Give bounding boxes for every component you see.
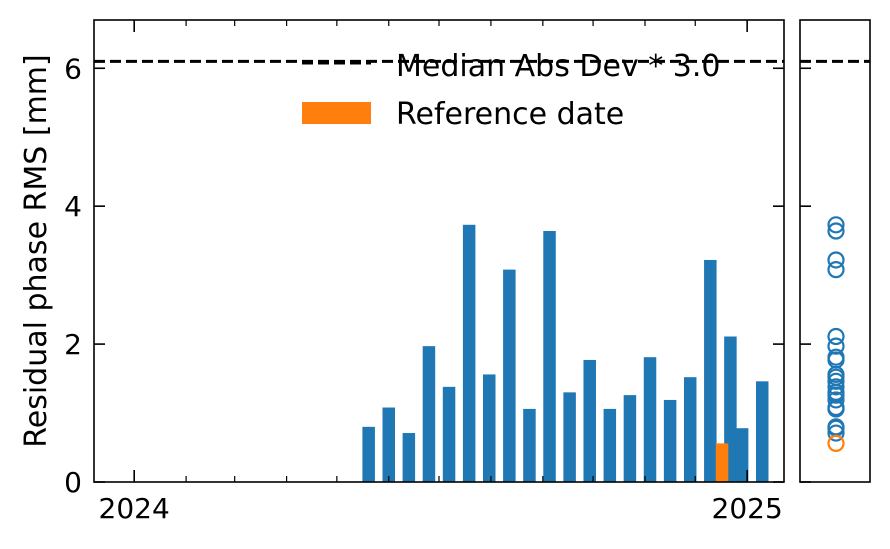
bar	[422, 346, 436, 482]
bar	[663, 399, 677, 482]
side-point	[827, 261, 845, 279]
side-point	[827, 372, 845, 390]
bar	[382, 407, 396, 482]
legend-threshold-label: Median Abs Dev * 3.0	[396, 49, 720, 84]
legend: Median Abs Dev * 3.0 Reference date	[302, 49, 720, 132]
side-point	[827, 424, 845, 442]
bar	[523, 408, 536, 482]
bars-group	[362, 224, 769, 483]
main-plot-frame	[93, 19, 785, 483]
side-point	[827, 378, 845, 396]
y-tick-label: 0	[64, 466, 82, 499]
bar	[623, 395, 637, 482]
bar	[603, 408, 617, 482]
bar	[704, 259, 717, 482]
side-reference-point	[827, 434, 845, 452]
bar	[442, 386, 456, 482]
y-tick-label: 2	[64, 328, 82, 361]
side-point	[827, 337, 845, 355]
y-axis-label: Residual phase RMS [mm]	[19, 54, 54, 447]
bar	[683, 377, 697, 482]
bar	[402, 433, 416, 482]
x-tick-label: 2025	[712, 492, 783, 525]
side-point	[827, 251, 845, 269]
x-tick-label: 2024	[99, 492, 170, 525]
bar	[362, 426, 375, 482]
bar	[643, 357, 657, 482]
side-point	[827, 400, 845, 418]
bar	[735, 428, 749, 482]
reference-bar-group	[715, 443, 729, 482]
main-plot-area	[94, 20, 784, 482]
bar	[563, 392, 576, 482]
bar	[503, 269, 516, 482]
side-point	[827, 391, 845, 409]
axis-ticks: 0 2 4 6 2024 2025	[64, 20, 784, 525]
side-point	[827, 327, 845, 346]
main-panel: 0 2 4 6 2024 2025 Median Abs Dev * 3.0 Refere…	[19, 19, 785, 525]
legend-reference-label: Reference date	[396, 97, 624, 132]
side-point	[827, 216, 845, 234]
side-plot-frame	[799, 19, 871, 483]
bar	[755, 381, 769, 482]
side-scatter-points	[827, 216, 845, 452]
y-tick-label: 4	[64, 190, 82, 223]
side-point	[827, 348, 845, 366]
bar	[462, 224, 476, 483]
side-point	[827, 386, 845, 404]
y-tick-label: 6	[64, 52, 82, 85]
side-panel	[799, 19, 871, 483]
bar	[543, 231, 556, 482]
legend-reference-swatch	[302, 102, 371, 124]
side-plot-area	[800, 20, 870, 482]
bar	[583, 359, 596, 482]
side-point	[827, 222, 845, 240]
bar	[482, 374, 496, 482]
reference-bar	[715, 443, 729, 482]
